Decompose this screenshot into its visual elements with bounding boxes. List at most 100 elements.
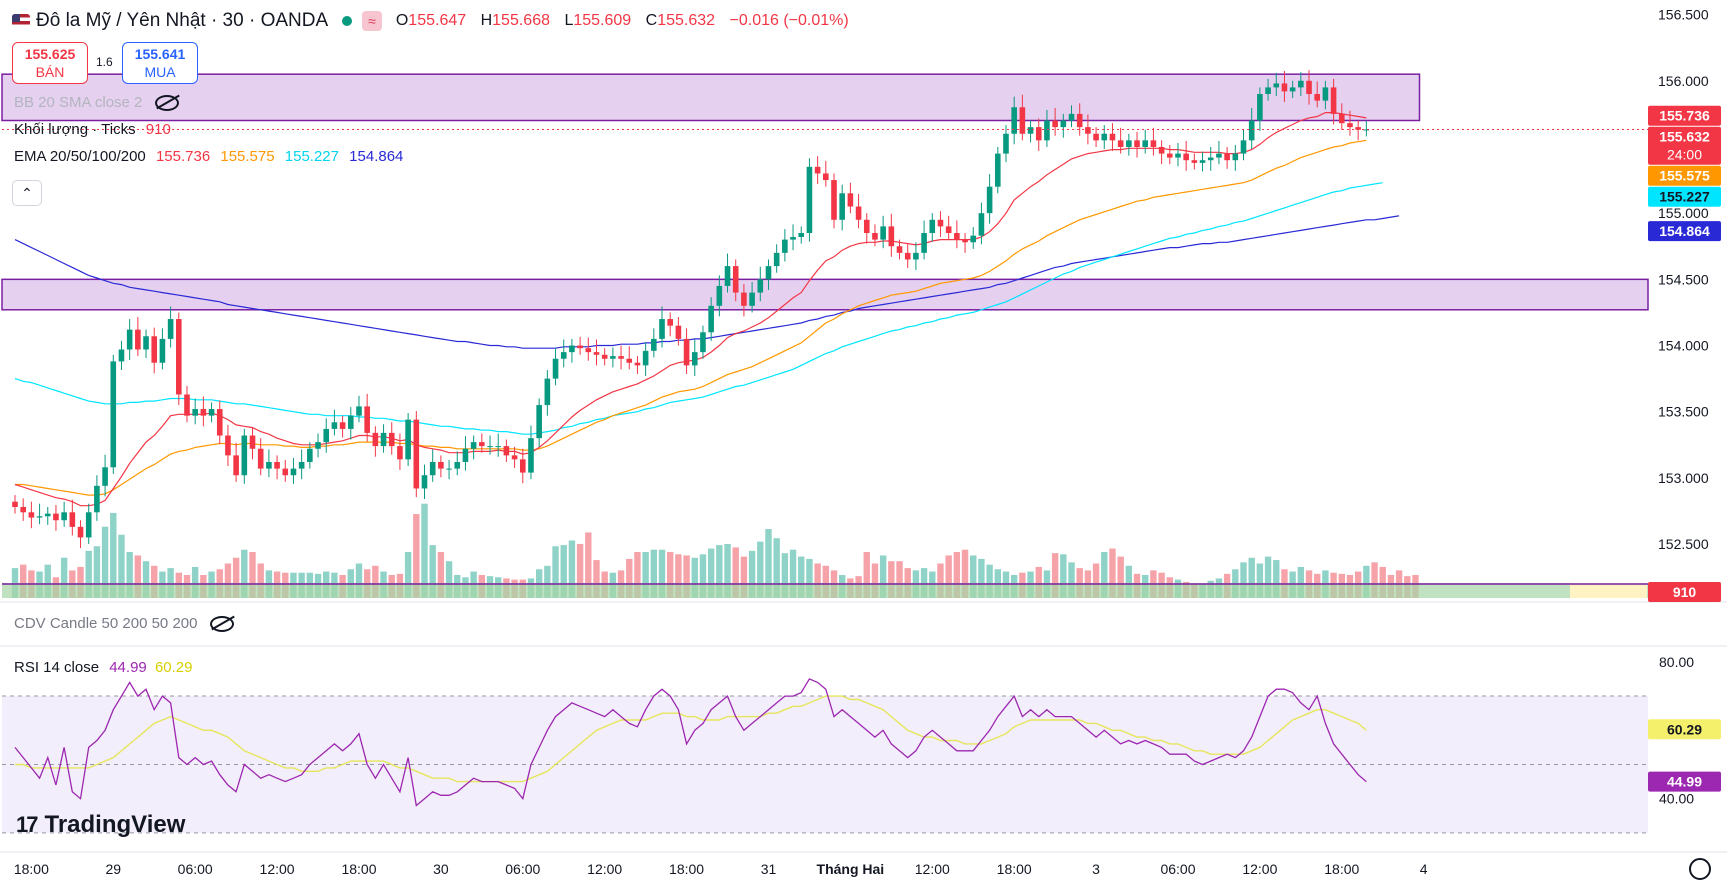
sell-button[interactable]: 155.625 BÁN [12, 42, 88, 84]
time-tick-label: 18:00 [669, 861, 704, 877]
candle-body [1093, 133, 1099, 141]
ema-label: EMA 20/50/100/200 [14, 148, 146, 165]
candle-body [282, 468, 289, 476]
tradingview-mark-icon: 17 [16, 812, 39, 837]
volume-bar [888, 561, 895, 598]
price-tag [1648, 221, 1721, 242]
candle-body [85, 512, 92, 538]
price-tags: 155.736 155.632 24:00 155.575 155.227 154.864… [1648, 105, 1721, 792]
collapse-legend-button[interactable]: ⌃ [12, 180, 42, 206]
volume-bar [707, 548, 715, 598]
candle-body [1281, 83, 1288, 92]
volume-legend[interactable]: Khối lượng · Ticks 910 [14, 121, 171, 138]
price-tick-label: 153.500 [1658, 404, 1709, 420]
price-tag [1648, 165, 1721, 186]
volume-bar [699, 554, 707, 598]
candle-body [1052, 120, 1058, 128]
candle-body [880, 226, 886, 240]
chevron-up-icon: ⌃ [21, 185, 33, 201]
candle-body [1191, 160, 1198, 163]
candle-body [806, 166, 813, 234]
candle-body [380, 432, 387, 447]
volume-bar [85, 550, 92, 598]
candle-body [888, 226, 895, 247]
volume-bar [421, 503, 428, 598]
rsi-tag-label: 60.29 [1667, 721, 1702, 737]
bb-legend[interactable]: BB 20 SMA close 2 [14, 94, 179, 112]
volume-bar [683, 555, 690, 598]
wave-icon[interactable]: ≈ [362, 11, 382, 31]
candle-body [765, 266, 772, 280]
candle-body [53, 513, 59, 521]
volume-bar [789, 549, 797, 598]
rsi-label: RSI 14 close [14, 659, 100, 676]
candle-body [839, 193, 845, 220]
ema50-value: 155.575 [220, 148, 275, 165]
candle-body [233, 455, 239, 476]
volume-bar [765, 529, 772, 598]
candle-body [216, 409, 223, 436]
zone-1 [1, 278, 1649, 311]
ema20-line [14, 112, 1367, 507]
price-tag [1648, 186, 1721, 207]
time-tick-label: 12:00 [915, 861, 950, 877]
candle-body [904, 252, 911, 260]
candle-body [257, 448, 264, 469]
candle-body [732, 266, 739, 293]
rsi-ma-line [15, 695, 1367, 783]
volume-bar [1371, 562, 1378, 598]
symbol-header: Đô la Mỹ / Yên Nhật · 30 · OANDA ≈ O155.… [12, 10, 859, 32]
candle-body [470, 442, 477, 449]
candle-body [1289, 87, 1296, 92]
candle-body [560, 352, 567, 359]
rsi-legend[interactable]: RSI 14 close 44.99 60.29 [14, 659, 192, 676]
candle-body [397, 446, 403, 460]
volume-bar [863, 552, 870, 598]
candle-body [1322, 87, 1329, 101]
volume-bar [978, 558, 985, 598]
price-tick-label: 156.500 [1658, 7, 1709, 23]
candle-body [94, 485, 100, 513]
spread-value: 1.6 [96, 55, 113, 69]
rsi-tick-label: 80.00 [1659, 654, 1694, 670]
volume-bar [93, 546, 101, 598]
candle-body [1134, 140, 1140, 147]
gridlines [0, 601, 1727, 853]
candle-body [1035, 127, 1042, 141]
candle-body [118, 349, 125, 362]
settings-icon[interactable] [1689, 858, 1711, 880]
price-tick-label: 154.000 [1658, 338, 1709, 354]
ema-legend[interactable]: EMA 20/50/100/200 155.736 155.575 155.22… [14, 148, 403, 165]
cdv-legend[interactable]: CDV Candle 50 200 50 200 [14, 615, 234, 633]
tradingview-logo[interactable]: 17 TradingView [16, 811, 185, 839]
ohlc-values: O155.647 H155.668 L155.609 C155.632 −0.0… [396, 12, 859, 30]
candle-body [1355, 127, 1361, 130]
rsi-ma-value: 60.29 [154, 659, 193, 676]
time-axis: 18:00 29 06:00 12:00 18:00 30 06:00 12:00 18:00 3… [14, 861, 1428, 877]
price-tick-label: 156.000 [1658, 73, 1709, 89]
eye-off-icon[interactable] [154, 95, 179, 112]
candle-body [749, 292, 755, 306]
candle-body [12, 501, 18, 507]
open-label: O [395, 12, 409, 29]
candle-body [192, 409, 198, 416]
candle-body [585, 348, 592, 353]
rsi-value: 44.99 [109, 659, 147, 676]
candle-body [978, 213, 985, 236]
volume-bar [1101, 552, 1108, 598]
symbol-title[interactable]: Đô la Mỹ / Yên Nhật · 30 · OANDA [36, 10, 329, 31]
price-tag-label: 910 [1673, 584, 1697, 600]
volume-bar [568, 540, 576, 598]
candle-body [167, 319, 174, 339]
candle-body [200, 409, 207, 416]
candle-body [601, 354, 608, 359]
candle-body [1265, 87, 1271, 95]
cdv-band [2, 583, 1648, 598]
buy-button[interactable]: 155.641 MUA [122, 42, 198, 84]
eye-off-icon[interactable] [209, 616, 234, 633]
candle-body [143, 336, 149, 350]
volume-bar [60, 557, 68, 598]
candle-body [700, 332, 706, 353]
candle-body [1158, 146, 1165, 154]
